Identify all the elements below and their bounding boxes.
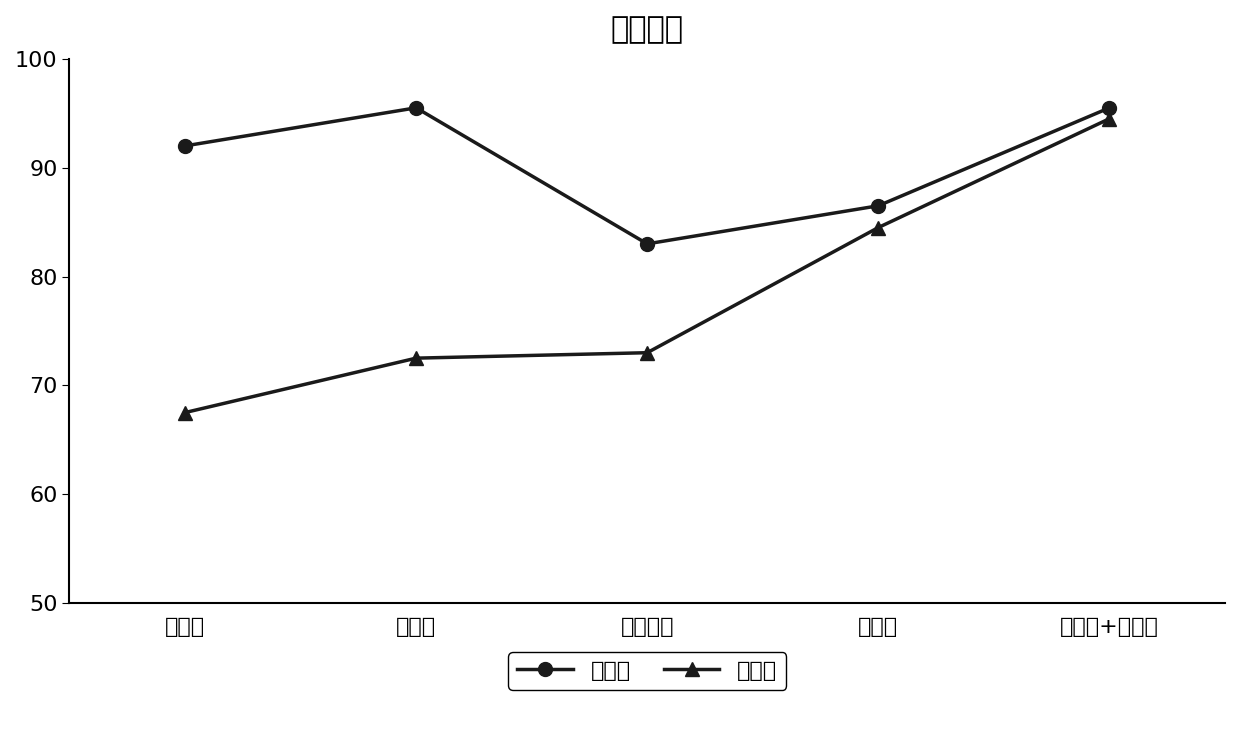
Line: 生根率: 生根率	[179, 101, 1116, 251]
成活率	[409, 354, 424, 363]
Line: 成活率: 成活率	[179, 111, 1116, 420]
生根率	[177, 141, 192, 150]
成活率	[1102, 114, 1117, 123]
成活率	[640, 349, 655, 358]
生根率	[1102, 103, 1117, 112]
生根率	[409, 103, 424, 112]
成活率	[870, 223, 885, 232]
Legend: 生根率, 成活率: 生根率, 成活率	[508, 652, 786, 690]
Title: 北京种源: 北京种源	[611, 15, 683, 44]
生根率	[870, 201, 885, 210]
成活率	[177, 408, 192, 417]
生根率	[640, 239, 655, 248]
